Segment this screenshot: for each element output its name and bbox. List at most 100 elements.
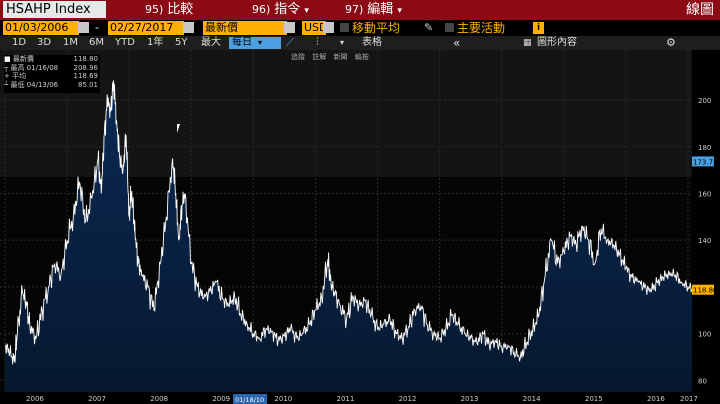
table-button[interactable]: 表格	[362, 37, 382, 48]
frequency-label: 每日	[232, 37, 252, 48]
line-chart-icon[interactable]: ⟋	[286, 36, 294, 49]
legend-last-label: 最新價	[12, 55, 34, 63]
range-bar: 01/03/2006 - 02/27/2017 最新價 USD 移動平均 ✎ 主…	[0, 20, 720, 36]
edit-menu-number: 97)	[345, 3, 364, 16]
chart-type-dropdown-icon[interactable]: ▾	[340, 38, 345, 47]
chart-content-button[interactable]: 圖形內容	[537, 37, 577, 48]
compare-menu-label: 比較	[167, 2, 194, 17]
edit-dropdown-icon: ▾	[397, 6, 402, 16]
legend-low-value: 85.01	[77, 80, 98, 89]
series-line	[4, 80, 698, 365]
end-date-field[interactable]: 02/27/2017	[108, 21, 184, 35]
actions-menu-label: 指令	[274, 2, 301, 17]
period-ytd[interactable]: YTD	[115, 37, 135, 48]
price-chart[interactable]: 80100120140160180200173.73118.8020062007…	[0, 50, 720, 404]
y-tick-label-100: 100	[698, 331, 711, 339]
legend-high-label: 最高 01/16/08	[10, 63, 59, 72]
x-tick-label-2011: 2011	[337, 395, 355, 403]
ticker-label[interactable]: HSAHP Index	[3, 1, 106, 18]
legend-avg-label: 平均	[12, 72, 27, 80]
x-tick-label-2017: 2017	[680, 395, 698, 403]
info-icon[interactable]: i	[533, 22, 544, 34]
mouse-cursor	[177, 124, 183, 133]
annotation-bar: 追蹤 註解 新聞 編按	[291, 52, 374, 62]
y-tick-label-200: 200	[698, 97, 711, 105]
y-tick-label-160: 160	[698, 190, 711, 198]
legend-row-avg: + 平均 118.69	[4, 72, 100, 81]
edit-menu-label: 編輯	[367, 2, 394, 17]
currency-dropdown-icon[interactable]	[323, 22, 334, 33]
average-marker	[692, 156, 714, 167]
title-bar: HSAHP Index 95) 比較 96) 指令 ▾ 97) 編輯 ▾ 線圖	[0, 0, 720, 20]
x-tick-label-2007: 2007	[88, 395, 106, 403]
period-1y[interactable]: 1年	[147, 37, 164, 48]
moving-average-label[interactable]: 移動平均	[352, 21, 401, 35]
chart-toolbar: 1D 3D 1M 6M YTD 1年 5Y 最大 每日 ▾ ⟋ ⫶ ▾ 表格 « …	[0, 36, 720, 50]
panel-title: 線圖	[686, 2, 714, 18]
x-tick-label-2016: 2016	[647, 395, 665, 403]
legend-last-value: 118.80	[73, 55, 99, 63]
key-events-label[interactable]: 主要活動	[457, 21, 506, 35]
frequency-dropdown-icon: ▾	[258, 38, 263, 47]
legend-avg-value: 118.69	[73, 72, 99, 80]
legend-row-low: ┴ 最低 04/13/06 85.01	[4, 81, 100, 90]
legend-last-icon: ■	[4, 55, 11, 63]
price-field-select[interactable]: 最新價	[203, 21, 287, 35]
moving-average-checkbox[interactable]	[340, 23, 349, 32]
x-tick-label-2012: 2012	[399, 395, 417, 403]
gear-icon[interactable]: ⚙	[666, 36, 676, 49]
compare-menu-number: 95)	[145, 3, 164, 16]
y-tick-label-140: 140	[698, 237, 711, 245]
candlestick-icon[interactable]: ⫶	[316, 37, 319, 48]
annotation-track[interactable]: 追蹤	[291, 53, 305, 61]
y-tick-label-180: 180	[698, 144, 711, 152]
cursor-date-tag	[233, 394, 267, 404]
y-tick-label-80: 80	[698, 377, 707, 385]
annotation-edit[interactable]: 編按	[354, 53, 369, 61]
legend-high-icon: ┬	[4, 63, 9, 72]
last-value-marker	[692, 284, 714, 295]
legend-low-icon: ┴	[4, 80, 9, 89]
x-tick-label-2015: 2015	[585, 395, 603, 403]
legend-row-high: ┬ 最高 01/16/08 208.96	[4, 64, 100, 73]
last-value-label: 118.80	[693, 287, 718, 295]
cursor-date-label: 01/18/10	[235, 396, 264, 404]
actions-menu[interactable]: 96) 指令 ▾	[252, 0, 309, 20]
y-axis-panel	[692, 50, 720, 404]
start-date-field[interactable]: 01/03/2006	[3, 21, 79, 35]
annotation-note[interactable]: 註解	[312, 53, 327, 61]
pencil-icon[interactable]: ✎	[424, 21, 434, 34]
edit-menu[interactable]: 97) 編輯 ▾	[345, 0, 402, 20]
period-6m[interactable]: 6M	[89, 37, 104, 48]
x-tick-label-2008: 2008	[150, 395, 168, 403]
currency-select[interactable]: USD	[302, 21, 328, 35]
chart-content-icon: ▦	[523, 38, 532, 48]
x-tick-label-2006: 2006	[26, 395, 44, 403]
period-max[interactable]: 最大	[201, 37, 221, 48]
key-events-checkbox[interactable]	[445, 23, 454, 32]
date-separator: -	[95, 21, 99, 34]
start-calendar-icon[interactable]	[78, 22, 89, 33]
legend-row-last: ■ 最新價 118.80	[4, 55, 100, 64]
x-tick-label-2014: 2014	[523, 395, 541, 403]
average-value-label: 173.73	[693, 158, 718, 166]
x-tick-label-2013: 2013	[461, 395, 479, 403]
frequency-select[interactable]: 每日 ▾	[229, 37, 281, 49]
collapse-left-icon[interactable]: «	[453, 36, 461, 50]
compare-menu[interactable]: 95) 比較	[145, 0, 193, 20]
period-1d[interactable]: 1D	[12, 37, 27, 48]
actions-menu-number: 96)	[252, 3, 271, 16]
legend-avg-icon: +	[4, 72, 10, 80]
legend-high-value: 208.96	[73, 63, 99, 72]
series-area	[5, 80, 698, 392]
period-5y[interactable]: 5Y	[175, 37, 188, 48]
period-1m[interactable]: 1M	[63, 37, 78, 48]
period-3d[interactable]: 3D	[37, 37, 52, 48]
legend: ■ 最新價 118.80 ┬ 最高 01/16/08 208.96 + 平均 118.…	[4, 55, 100, 93]
end-calendar-icon[interactable]	[183, 22, 194, 33]
x-tick-label-2009: 2009	[212, 395, 230, 403]
annotation-news[interactable]: 新聞	[333, 53, 348, 61]
price-field-dropdown-icon[interactable]	[284, 22, 295, 33]
legend-low-label: 最低 04/13/06	[10, 80, 59, 89]
x-tick-label-2010: 2010	[274, 395, 292, 403]
